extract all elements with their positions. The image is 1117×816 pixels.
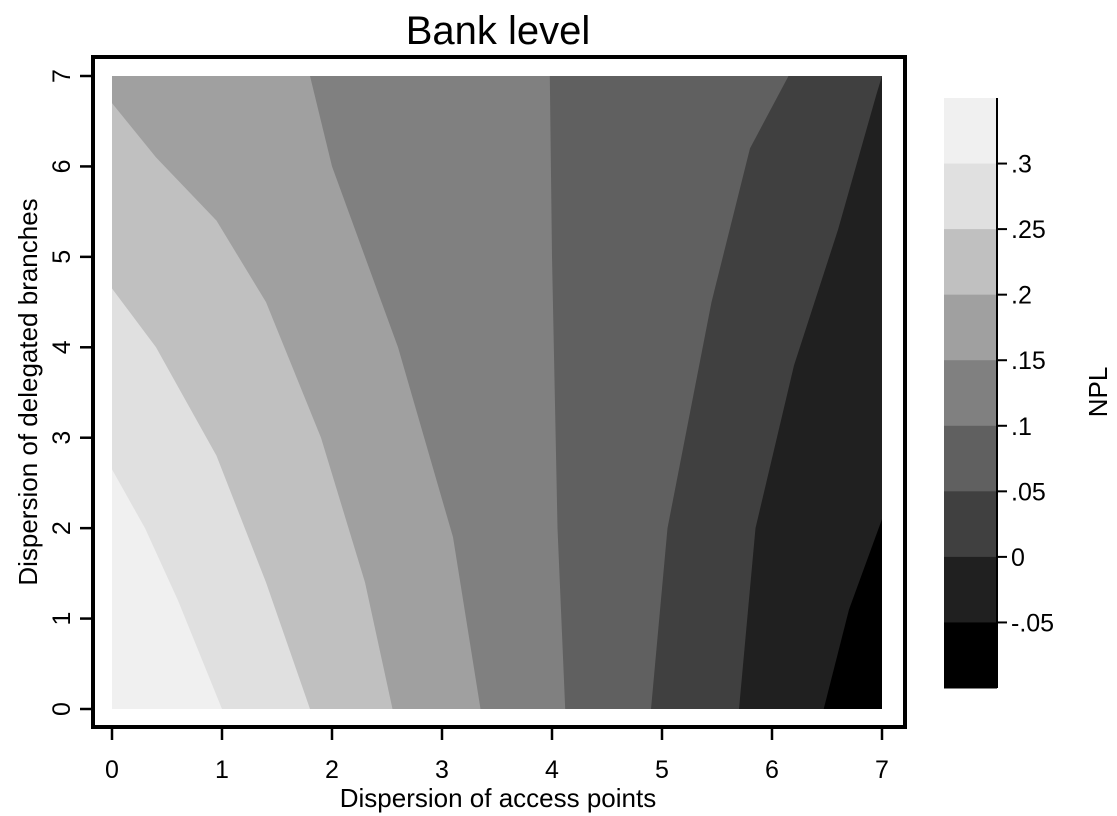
colorbar-swatch bbox=[944, 622, 997, 688]
colorbar-swatch bbox=[944, 426, 997, 492]
y-tick-label: 1 bbox=[48, 612, 76, 626]
contour-plot-area bbox=[112, 76, 882, 709]
colorbar-tick-label: .1 bbox=[1011, 413, 1032, 441]
y-tick-label: 7 bbox=[48, 69, 76, 83]
x-axis: 0 1 2 3 4 5 6 7 bbox=[105, 727, 889, 784]
colorbar-swatch bbox=[944, 164, 997, 230]
colorbar-swatch bbox=[944, 295, 997, 361]
y-axis-label: Dispersion of delegated branches bbox=[13, 198, 43, 585]
colorbar-tick-label: .25 bbox=[1011, 216, 1046, 244]
colorbar-tick-label: .2 bbox=[1011, 282, 1032, 310]
x-tick-label: 6 bbox=[765, 756, 779, 784]
chart-title: Bank level bbox=[406, 9, 591, 53]
y-tick-label: 2 bbox=[48, 521, 76, 535]
colorbar-label: NPL bbox=[1083, 367, 1113, 418]
x-axis-label: Dispersion of access points bbox=[340, 783, 656, 813]
y-tick-label: 4 bbox=[48, 340, 76, 354]
y-tick-label: 6 bbox=[48, 159, 76, 173]
x-tick-label: 5 bbox=[655, 756, 669, 784]
colorbar: .3 .25 .2 .15 .1 .05 0 -.05 bbox=[944, 98, 1054, 689]
x-tick-label: 1 bbox=[215, 756, 229, 784]
y-tick-label: 3 bbox=[48, 431, 76, 445]
x-tick-label: 0 bbox=[105, 756, 119, 784]
colorbar-swatch bbox=[944, 360, 997, 426]
colorbar-tick-label: .3 bbox=[1011, 151, 1032, 179]
colorbar-tick-label: 0 bbox=[1011, 544, 1025, 572]
colorbar-tick-label: .15 bbox=[1011, 347, 1046, 375]
colorbar-tick-label: .05 bbox=[1011, 478, 1046, 506]
y-tick-label: 5 bbox=[48, 250, 76, 264]
x-tick-label: 4 bbox=[545, 756, 559, 784]
x-tick-label: 3 bbox=[435, 756, 449, 784]
colorbar-tick-label: -.05 bbox=[1011, 609, 1054, 637]
x-tick-label: 2 bbox=[325, 756, 339, 784]
x-tick-label: 7 bbox=[875, 756, 889, 784]
y-tick-label: 0 bbox=[48, 702, 76, 716]
y-axis: 0 1 2 3 4 5 6 7 bbox=[48, 69, 93, 716]
colorbar-swatch bbox=[944, 557, 997, 623]
colorbar-swatch bbox=[944, 98, 997, 164]
colorbar-swatch bbox=[944, 491, 997, 557]
colorbar-swatch bbox=[944, 229, 997, 295]
